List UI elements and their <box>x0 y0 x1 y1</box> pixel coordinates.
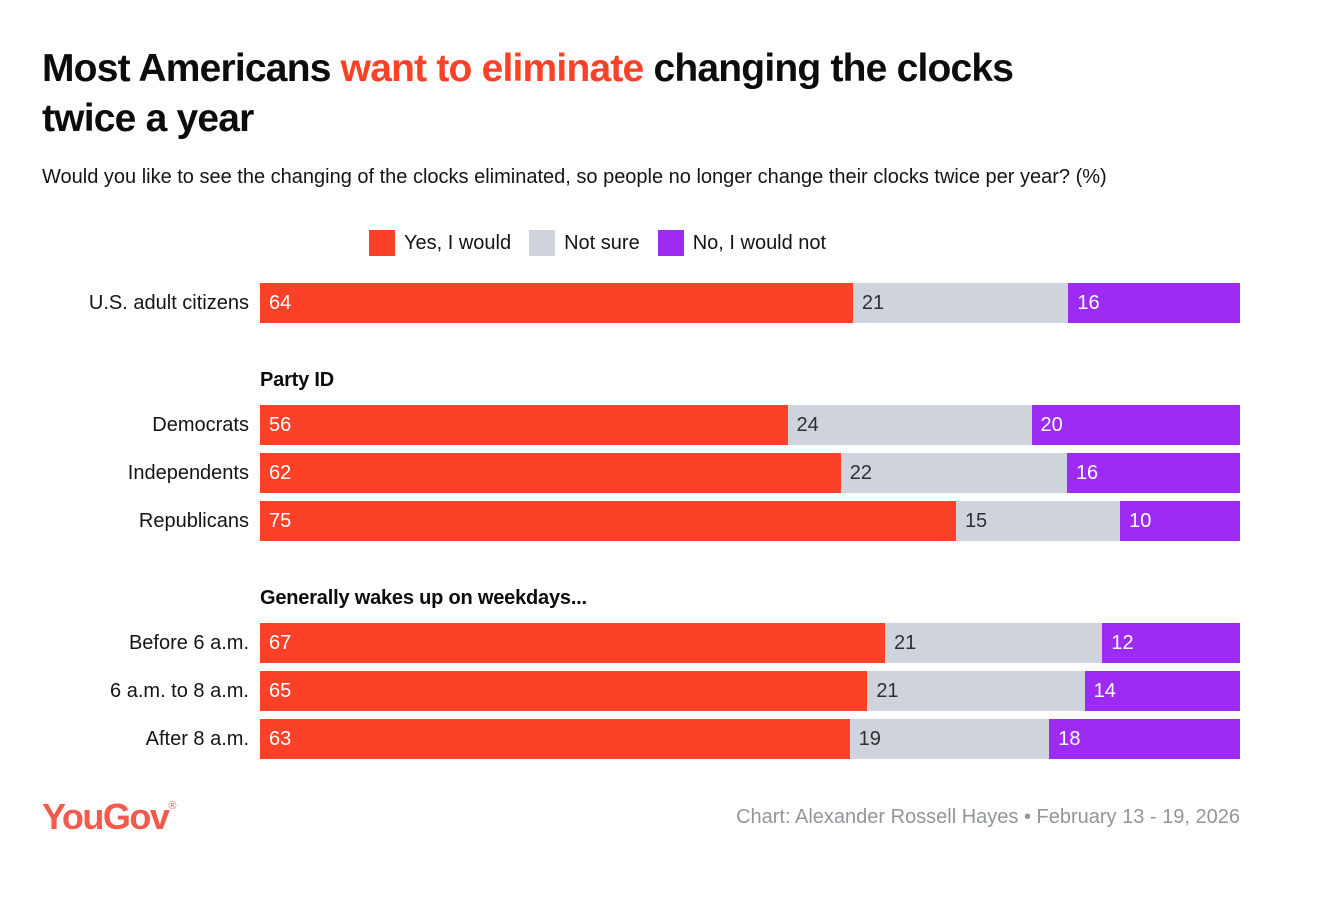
title-line2: twice a year <box>42 97 254 140</box>
logo-text: YouGov <box>42 796 170 837</box>
bar-segment-not-sure: 21 <box>885 623 1103 663</box>
legend-swatch-0 <box>369 230 395 256</box>
value-label: 20 <box>1040 413 1063 436</box>
bar-track: 65 21 14 <box>260 671 1240 711</box>
value-label: 22 <box>849 461 872 484</box>
value-label: 14 <box>1093 679 1116 702</box>
bar-track: 64 21 16 <box>260 283 1240 323</box>
bar-segment-yes-i-would: 65 <box>260 671 868 711</box>
row-label: Democrats <box>152 414 249 436</box>
legend: Yes, I would Not sure No, I would not <box>42 229 1296 257</box>
legend-swatch-1 <box>529 230 556 256</box>
legend-item: No, I would not <box>657 230 827 256</box>
value-label: 18 <box>1058 727 1081 750</box>
group-header: Party ID <box>260 369 334 391</box>
bar-track: 56 24 20 <box>260 405 1240 445</box>
value-label: 67 <box>269 631 292 654</box>
legend-label: No, I would not <box>692 231 827 254</box>
bar-segment-not-sure: 21 <box>852 283 1069 323</box>
bar-segment-not-sure: 15 <box>955 501 1121 541</box>
bar-row: Republicans 75 15 10 <box>42 501 1296 541</box>
bar-group: U.S. adult citizens 64 21 16 <box>42 283 1296 323</box>
legend-item: Not sure <box>529 230 640 256</box>
footer: YouGov® Chart: Alexander Rossell Hayes •… <box>42 799 1240 835</box>
legend-item: Yes, I would <box>369 230 511 256</box>
bar-segment-yes-i-would: 67 <box>260 623 886 663</box>
title-highlight: want to eliminate <box>340 47 645 90</box>
row-label: Republicans <box>138 510 249 532</box>
value-label: 65 <box>269 679 292 702</box>
bar-segment-no-i-would-not: 16 <box>1066 453 1240 493</box>
bar-group: Party ID Democrats 56 24 20 Independents 62 22 1… <box>42 369 1296 541</box>
stacked-bar-chart: U.S. adult citizens 64 21 16 Party ID Democra… <box>42 283 1296 759</box>
bar-track: 62 22 16 <box>260 453 1240 493</box>
bar-segment-not-sure: 24 <box>787 405 1032 445</box>
value-label: 56 <box>269 413 292 436</box>
value-label: 24 <box>796 413 819 436</box>
value-label: 16 <box>1077 291 1100 314</box>
bar-segment-yes-i-would: 62 <box>260 453 841 493</box>
row-label: U.S. adult citizens <box>88 292 249 314</box>
legend-label: Not sure <box>564 231 640 254</box>
value-label: 21 <box>861 291 885 314</box>
bar-row: Independents 62 22 16 <box>42 453 1296 493</box>
value-label: 10 <box>1129 509 1152 532</box>
bar-segment-no-i-would-not: 12 <box>1102 623 1240 663</box>
chart-subtitle: Would you like to see the changing of th… <box>42 166 1107 188</box>
bar-track: 67 21 12 <box>260 623 1240 663</box>
value-label: 16 <box>1075 461 1099 484</box>
bar-segment-not-sure: 22 <box>840 453 1067 493</box>
row-label: Independents <box>127 462 249 484</box>
row-label: 6 a.m. to 8 a.m. <box>110 680 249 702</box>
value-label: 21 <box>876 679 899 702</box>
bar-row: After 8 a.m. 63 19 18 <box>42 719 1296 759</box>
chart-attribution: Chart: Alexander Rossell Hayes • Februar… <box>736 805 1240 828</box>
bar-segment-no-i-would-not: 20 <box>1031 405 1240 445</box>
yougov-logo: YouGov® <box>42 799 176 835</box>
bar-segment-yes-i-would: 56 <box>260 405 788 445</box>
value-label: 15 <box>964 509 988 532</box>
bar-segment-no-i-would-not: 10 <box>1120 501 1240 541</box>
bar-row: Before 6 a.m. 67 21 12 <box>42 623 1296 663</box>
legend-swatch-2 <box>657 230 684 256</box>
bar-segment-yes-i-would: 63 <box>260 719 850 759</box>
registered-mark: ® <box>168 800 177 812</box>
value-label: 21 <box>894 631 917 654</box>
bar-track: 63 19 18 <box>260 719 1241 759</box>
bar-track: 75 15 10 <box>260 501 1240 541</box>
value-label: 62 <box>269 461 292 484</box>
legend-label: Yes, I would <box>404 231 512 254</box>
bar-segment-no-i-would-not: 16 <box>1068 283 1240 323</box>
bar-segment-yes-i-would: 64 <box>260 283 853 323</box>
value-label: 19 <box>858 727 881 750</box>
bar-row: 6 a.m. to 8 a.m. 65 21 14 <box>42 671 1296 711</box>
row-label: After 8 a.m. <box>145 728 249 750</box>
value-label: 12 <box>1111 631 1134 654</box>
group-header: Generally wakes up on weekdays... <box>260 587 587 609</box>
value-label: 63 <box>269 727 292 750</box>
value-label: 64 <box>269 291 292 314</box>
bar-segment-no-i-would-not: 14 <box>1084 671 1240 711</box>
page-title: Most Americans want to eliminate changin… <box>42 44 1272 144</box>
row-label: Before 6 a.m. <box>128 632 249 654</box>
bar-segment-not-sure: 21 <box>867 671 1085 711</box>
value-label: 75 <box>269 509 292 532</box>
bar-segment-not-sure: 19 <box>849 719 1050 759</box>
bar-segment-no-i-would-not: 18 <box>1049 719 1241 759</box>
bar-segment-yes-i-would: 75 <box>260 501 956 541</box>
bar-row: U.S. adult citizens 64 21 16 <box>42 283 1296 323</box>
bar-row: Democrats 56 24 20 <box>42 405 1296 445</box>
bar-group: Generally wakes up on weekdays... Before … <box>42 587 1296 759</box>
title-text-pre: Most Americans <box>42 47 341 90</box>
title-text-post: changing the clocks <box>643 47 1014 90</box>
